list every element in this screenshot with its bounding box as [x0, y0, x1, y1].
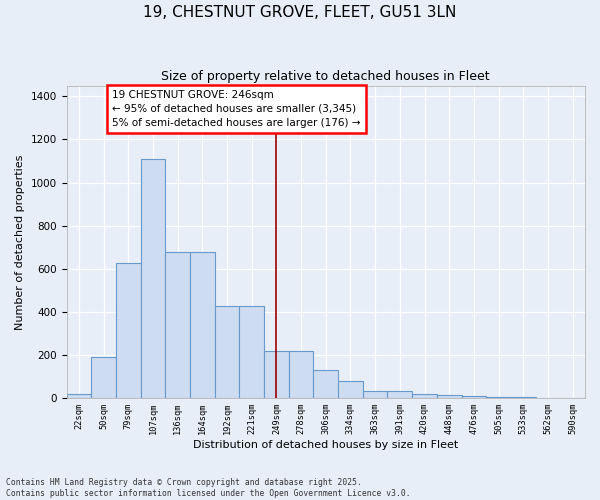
Title: Size of property relative to detached houses in Fleet: Size of property relative to detached ho… [161, 70, 490, 83]
Bar [461, 396, 486, 398]
Bar [363, 390, 388, 398]
Bar [67, 394, 91, 398]
X-axis label: Distribution of detached houses by size in Fleet: Distribution of detached houses by size … [193, 440, 458, 450]
Bar [215, 306, 239, 398]
Text: Contains HM Land Registry data © Crown copyright and database right 2025.
Contai: Contains HM Land Registry data © Crown c… [6, 478, 410, 498]
Bar [313, 370, 338, 398]
Bar [116, 264, 140, 398]
Bar [190, 252, 215, 398]
Text: 19, CHESTNUT GROVE, FLEET, GU51 3LN: 19, CHESTNUT GROVE, FLEET, GU51 3LN [143, 5, 457, 20]
Bar [486, 397, 511, 398]
Y-axis label: Number of detached properties: Number of detached properties [15, 154, 25, 330]
Bar [264, 350, 289, 398]
Bar [91, 357, 116, 398]
Bar [289, 350, 313, 398]
Bar [412, 394, 437, 398]
Bar [140, 159, 165, 398]
Bar [388, 390, 412, 398]
Bar [165, 252, 190, 398]
Bar [239, 306, 264, 398]
Bar [338, 381, 363, 398]
Text: 19 CHESTNUT GROVE: 246sqm
← 95% of detached houses are smaller (3,345)
5% of sem: 19 CHESTNUT GROVE: 246sqm ← 95% of detac… [112, 90, 361, 128]
Bar [437, 396, 461, 398]
